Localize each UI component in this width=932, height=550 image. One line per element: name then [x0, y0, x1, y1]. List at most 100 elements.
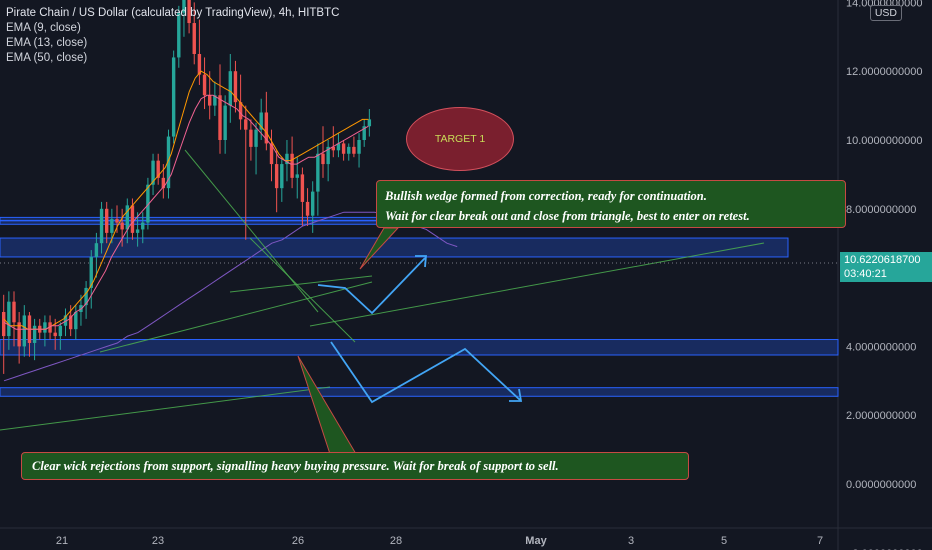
candle-body [362, 126, 366, 140]
target-1-ellipse[interactable]: TARGET 1 [406, 107, 514, 171]
candle-body [367, 119, 372, 127]
candle-body [192, 23, 196, 54]
y-tick-label: 0.0000000000 [846, 479, 916, 491]
candle-body [32, 325, 37, 343]
y-tick-label: 14.0000000000 [846, 0, 922, 9]
trend-line [249, 237, 356, 343]
candle-body [244, 119, 248, 130]
y-tick-label: 10.0000000000 [846, 135, 922, 147]
candle-body [135, 229, 140, 233]
last-price-value: 10.6220618700 [844, 254, 921, 266]
candle-body [295, 174, 299, 178]
candle-body [352, 146, 356, 154]
y-tick-label: −2.0000000000 [846, 548, 923, 550]
candle-body [285, 153, 289, 165]
candle-body [171, 57, 176, 137]
candle-body [182, 0, 186, 13]
last-price-badge: 10.6220618700 03:40:21 [840, 252, 932, 282]
y-tick-label: 2.0000000000 [846, 410, 916, 422]
candle-body [22, 315, 26, 347]
y-tick-label: 4.0000000000 [846, 341, 916, 353]
candle-body [151, 160, 155, 185]
candle-body [63, 315, 68, 326]
candle-body [274, 164, 279, 189]
candle-body [269, 143, 274, 165]
currency-unit-button[interactable]: USD [869, 5, 902, 21]
chart-legend: Pirate Chain / US Dollar (calculated by … [6, 6, 339, 66]
target-1-label: TARGET 1 [434, 133, 486, 145]
candle-body [130, 205, 135, 233]
candle-body [316, 153, 320, 192]
candle-body [357, 140, 361, 154]
candle-body [74, 312, 78, 330]
x-tick-label: 5 [721, 535, 727, 547]
bearish-arrow-head [509, 388, 523, 402]
bullish-callout-pointer [359, 227, 400, 270]
candle-body [161, 177, 166, 189]
candle-body [280, 164, 284, 189]
bullish-callout-line2: Wait for clear break out and close from … [385, 209, 750, 223]
candle-body [166, 136, 171, 189]
y-tick-label: 12.0000000000 [846, 66, 922, 78]
candle-body [249, 129, 253, 147]
ema9-line [3, 70, 369, 330]
candle-body [264, 112, 269, 144]
candle-body [197, 54, 202, 75]
support-zone [0, 339, 839, 356]
candle-body [290, 153, 294, 178]
bar-countdown: 03:40:21 [844, 268, 887, 280]
bullish-arrow-head [415, 255, 427, 268]
bullish-callout[interactable]: Bullish wedge formed from correction, re… [376, 180, 846, 228]
ema50-legend[interactable]: EMA (50, close) [6, 52, 88, 64]
candle-body [48, 322, 52, 333]
candle-body [305, 201, 310, 216]
trend-line [0, 386, 331, 431]
bullish-callout-line1: Bullish wedge formed from correction, re… [385, 189, 707, 203]
candle-body [259, 112, 263, 130]
bullish-projection-arrow [317, 257, 426, 315]
candle-body [238, 102, 243, 120]
candle-body [7, 301, 11, 337]
candle-body [300, 174, 305, 202]
candle-body [254, 129, 258, 147]
candle-body [223, 105, 227, 140]
x-tick-label: 23 [152, 535, 164, 547]
candle-body [68, 315, 73, 330]
candle-body [2, 312, 6, 337]
candle-body [336, 143, 341, 151]
support-zone [0, 387, 839, 397]
x-tick-label: 7 [817, 535, 823, 547]
candle-body [94, 243, 99, 257]
candle-body [233, 71, 238, 103]
candle-body [53, 332, 57, 337]
candle-body [105, 208, 109, 233]
candle-body [99, 208, 104, 244]
bearish-projection-arrow [330, 341, 521, 404]
candle-body [321, 153, 325, 165]
bearish-callout-pointer [297, 355, 357, 455]
x-tick-label: 21 [56, 535, 68, 547]
candle-body [187, 0, 191, 24]
symbol-title[interactable]: Pirate Chain / US Dollar (calculated by … [6, 7, 340, 19]
candle-body [228, 71, 232, 106]
x-tick-label: May [525, 535, 547, 547]
candle-body [125, 205, 129, 230]
trend-line [99, 281, 373, 353]
candle-body [110, 219, 114, 233]
candle-body [115, 219, 119, 223]
candles-layer [2, 0, 372, 374]
bearish-callout-text: Clear wick rejections from support, sign… [32, 459, 559, 473]
candle-body [347, 146, 351, 154]
x-tick-label: 26 [292, 535, 304, 547]
bearish-callout[interactable]: Clear wick rejections from support, sign… [21, 452, 689, 480]
trend-line [309, 242, 765, 327]
candle-body [202, 74, 207, 96]
ema9-legend[interactable]: EMA (9, close) [6, 22, 81, 34]
ema13-legend[interactable]: EMA (13, close) [6, 37, 88, 49]
candle-body [213, 95, 217, 106]
candle-body [311, 191, 315, 216]
candle-body [120, 222, 124, 230]
candle-body [58, 325, 63, 337]
candle-body [326, 146, 330, 165]
candle-body [43, 322, 47, 333]
